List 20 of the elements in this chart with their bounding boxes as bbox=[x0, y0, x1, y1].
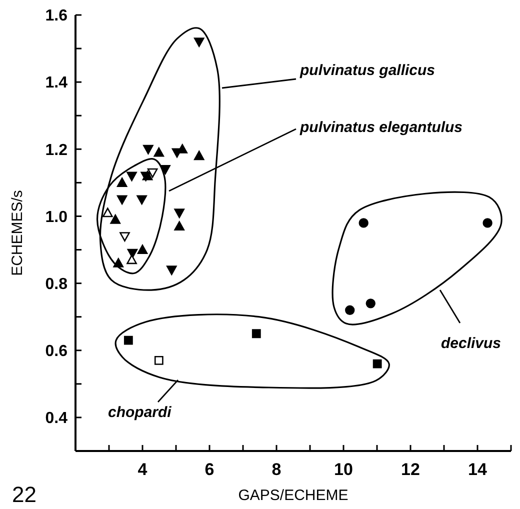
x-tick-label: 10 bbox=[334, 460, 353, 479]
text: 22 bbox=[12, 482, 36, 507]
y-tick-label: 0.8 bbox=[45, 276, 68, 293]
annotation: chopardi bbox=[108, 404, 172, 421]
y-tick-label: 0.4 bbox=[45, 410, 68, 428]
x-tick-label: 8 bbox=[272, 460, 282, 479]
x-tick-label: 14 bbox=[468, 460, 488, 479]
annotation: declivus bbox=[441, 335, 502, 352]
y-tick-label: 1.4 bbox=[45, 74, 68, 92]
x-tick-label: 12 bbox=[401, 460, 420, 479]
x-tick-label: 6 bbox=[204, 460, 214, 479]
y-tick-label: 1.2 bbox=[45, 142, 68, 159]
x-tick-label: 4 bbox=[138, 460, 148, 479]
y-tick-label: 0.6 bbox=[45, 342, 68, 360]
y-axis-title: ECHEMES/s bbox=[9, 190, 26, 276]
annotation: pulvinatus elegantulus bbox=[299, 119, 463, 136]
annotation: pulvinatus gallicus bbox=[299, 62, 436, 79]
y-tick-label: 1.6 bbox=[45, 8, 68, 25]
y-tick-label: 1.0 bbox=[45, 208, 68, 226]
x-axis-title: GAPS/ECHEME bbox=[238, 487, 348, 504]
